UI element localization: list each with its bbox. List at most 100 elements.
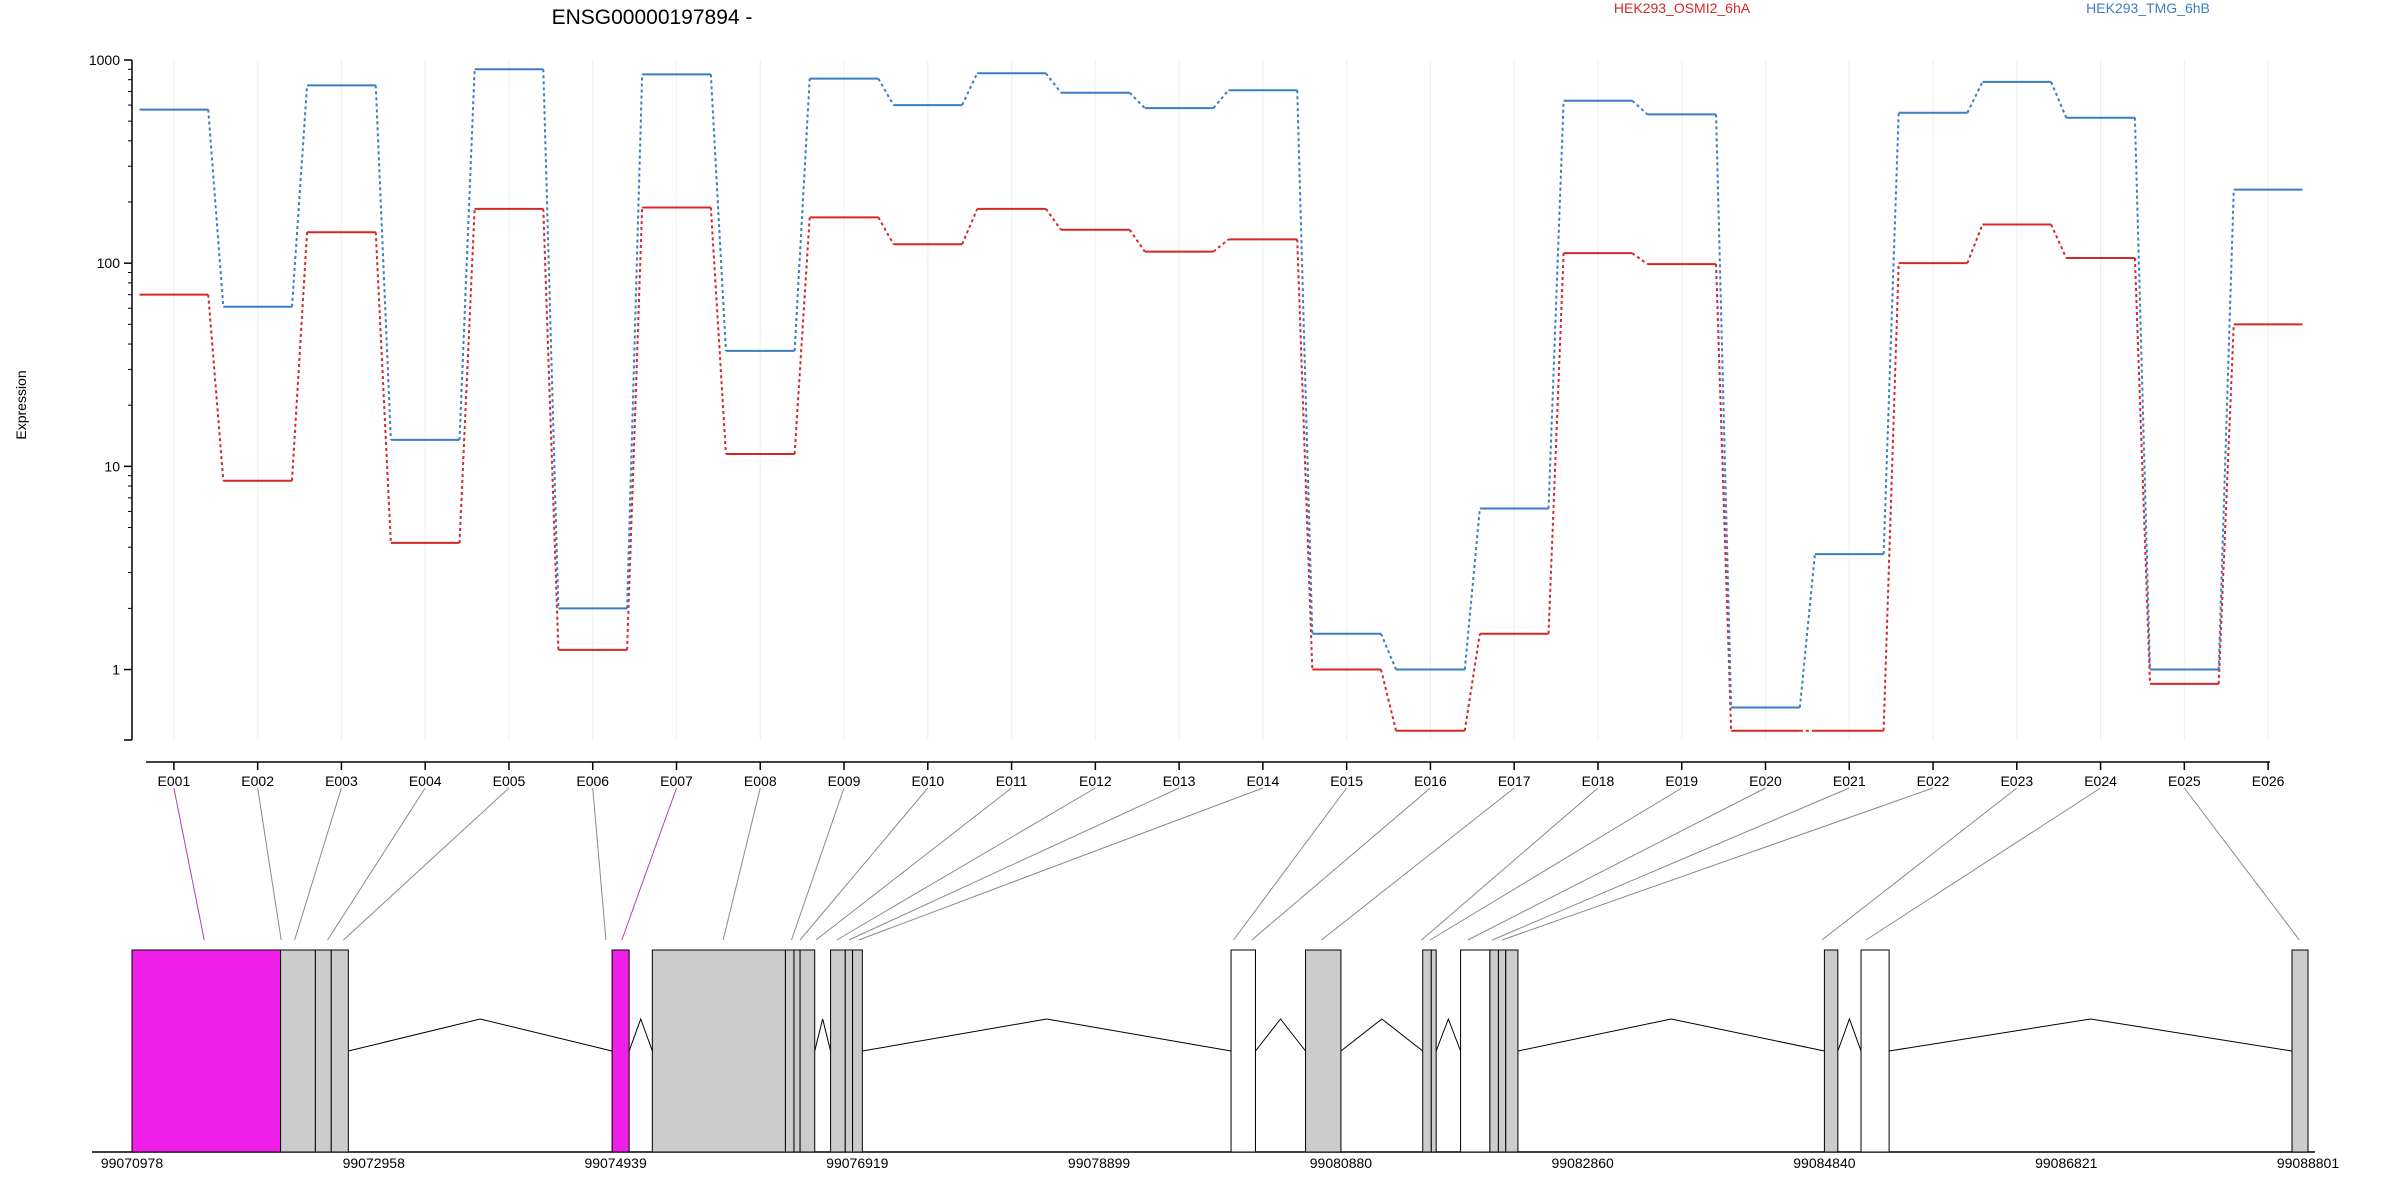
x-tick-label: E006 — [576, 773, 609, 789]
series-1-transition — [1631, 252, 1648, 265]
series-1-transition — [1380, 669, 1398, 731]
series-1-transition — [709, 207, 727, 455]
x-tick-label: E009 — [828, 773, 861, 789]
x-tick-label: E018 — [1582, 773, 1615, 789]
series-1-transition — [2217, 324, 2235, 684]
exon-connector — [327, 787, 426, 941]
gene-model: 99070978 99072958 99074939 99076919 99078899… — [92, 949, 2340, 1171]
exon-block — [330, 949, 349, 1153]
exon-connector — [858, 787, 1264, 941]
exon-connector — [722, 787, 761, 941]
genome-coordinate-label: 99088801 — [2277, 1155, 2340, 1171]
series-1-transition — [1128, 229, 1146, 253]
exon-block — [1860, 949, 1890, 1153]
x-tick-label: E024 — [2084, 773, 2117, 789]
x-tick-label: E004 — [409, 773, 442, 789]
exon-connector — [1501, 787, 1934, 941]
series-2-transition — [1631, 100, 1649, 116]
intron-line — [348, 1018, 613, 1052]
series-1-transition — [626, 207, 644, 650]
exon-connector — [1467, 787, 1766, 941]
exon-block — [1489, 949, 1499, 1153]
series-2-transition — [374, 85, 392, 440]
intron-line — [1517, 1018, 1825, 1052]
series-1-transition — [207, 294, 225, 481]
exon-connector — [621, 787, 677, 941]
series-1-transition — [1715, 264, 1733, 731]
x-tick-label: E003 — [325, 773, 358, 789]
exon-connector — [1821, 787, 2018, 941]
series-1-transition — [2050, 224, 2068, 259]
series-2-transition — [1045, 72, 1062, 94]
series-2-transition — [626, 74, 644, 609]
intron-line — [1340, 1018, 1424, 1052]
x-tick-label: E019 — [1665, 773, 1698, 789]
series-2-transition — [1463, 508, 1481, 670]
series-2-transition — [1212, 89, 1230, 109]
x-tick-label: E017 — [1498, 773, 1531, 789]
exon-block — [784, 949, 795, 1153]
series-1-transition — [877, 216, 895, 245]
genome-coordinate-label: 99086821 — [2035, 1155, 2098, 1171]
series-2-transition — [207, 109, 225, 307]
exon-block — [1823, 949, 1839, 1153]
exon-connector — [2183, 787, 2300, 941]
series-2-transition — [1380, 633, 1397, 670]
exon-connector — [1233, 787, 1348, 941]
series-1-transition — [1212, 238, 1230, 253]
exon-block — [830, 949, 846, 1153]
series-2-transition — [961, 72, 979, 106]
exon-block — [1460, 949, 1491, 1153]
x-tick-label: E008 — [744, 773, 777, 789]
intron-line — [814, 1018, 832, 1052]
series-2-transition — [542, 69, 560, 609]
exon-connector — [257, 787, 282, 941]
intron-line — [1255, 1018, 1306, 1052]
exon-block — [844, 949, 854, 1153]
intron-line — [1435, 1017, 1462, 1052]
series-1-transition — [458, 208, 476, 543]
exon-connector — [592, 787, 607, 941]
series-2-transition — [458, 69, 476, 440]
genome-coordinate-label: 99072958 — [343, 1155, 406, 1171]
series-2-transition — [1966, 81, 1984, 114]
series-2-transition — [877, 78, 895, 106]
exon-connector — [1865, 787, 2101, 941]
series-2-transition — [2050, 81, 2068, 119]
x-tick-label: E025 — [2168, 773, 2201, 789]
series-2-transition — [793, 78, 811, 351]
exon-connector — [848, 787, 1180, 941]
series-2-transition — [1882, 112, 1900, 555]
exon-connector — [1251, 787, 1431, 941]
series-1-transition — [1966, 224, 1984, 264]
x-tick-label: E021 — [1833, 773, 1866, 789]
genome-coordinate-label: 99074939 — [584, 1155, 647, 1171]
exon-block — [131, 949, 282, 1153]
x-tick-label: E007 — [660, 773, 693, 789]
series-2-transition — [2217, 189, 2235, 670]
series-2-transition — [1128, 92, 1146, 109]
x-tick-label: E002 — [241, 773, 274, 789]
exon-block — [651, 949, 786, 1153]
exon-connector — [343, 787, 510, 941]
exon-block — [1305, 949, 1342, 1153]
series-lines — [139, 68, 2303, 732]
y-tick-label: 1 — [112, 662, 120, 678]
exon-block — [1497, 949, 1507, 1153]
exon-connectors — [173, 787, 2300, 941]
exon-connector — [1429, 787, 1682, 941]
series-2-transition — [1715, 114, 1733, 708]
series-1-transition — [1296, 239, 1314, 670]
x-tick-label: E020 — [1749, 773, 1782, 789]
series-2-transition — [1798, 553, 1816, 708]
series-1-transition — [2133, 258, 2152, 684]
legend-series-2: HEK293_TMG_6hB — [2086, 0, 2210, 16]
exon-block — [280, 949, 316, 1153]
y-axis-label: Expression — [13, 370, 29, 439]
x-tick-label: E026 — [2252, 773, 2285, 789]
intron-line — [1889, 1018, 2293, 1052]
x-tick-label: E012 — [1079, 773, 1112, 789]
exon-block — [1430, 949, 1437, 1153]
exon-connector — [791, 787, 845, 941]
series-2-transition — [2133, 117, 2152, 670]
